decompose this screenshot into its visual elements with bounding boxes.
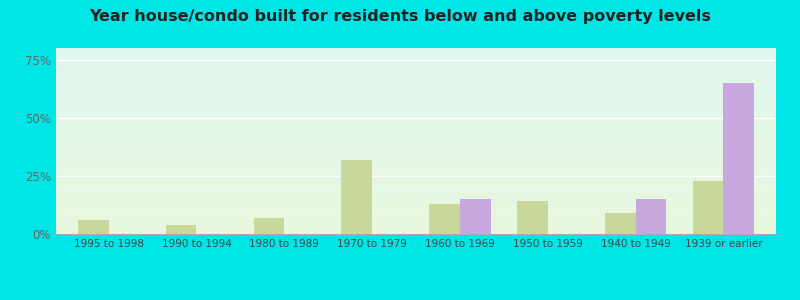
Bar	[693, 181, 723, 234]
Bar	[460, 199, 490, 234]
Bar	[342, 160, 372, 234]
Bar	[517, 202, 548, 234]
Bar	[723, 83, 754, 234]
Bar	[635, 199, 666, 234]
Bar	[254, 218, 284, 234]
Bar	[605, 213, 635, 234]
Bar	[429, 204, 460, 234]
Text: Year house/condo built for residents below and above poverty levels: Year house/condo built for residents bel…	[89, 9, 711, 24]
Bar	[78, 220, 109, 234]
Bar	[166, 225, 197, 234]
